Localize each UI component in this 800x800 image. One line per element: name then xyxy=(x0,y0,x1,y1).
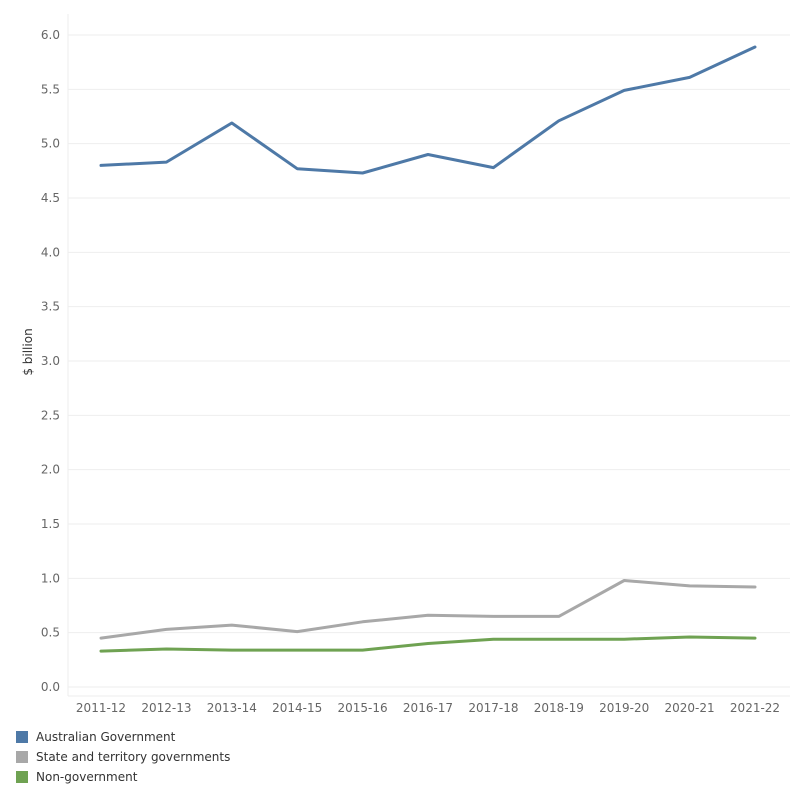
y-tick-label: 3.5 xyxy=(41,300,60,314)
y-tick-label: 0.0 xyxy=(41,680,60,694)
series-line-state-and-territory-governments[interactable] xyxy=(99,579,757,640)
legend-label: State and territory governments xyxy=(36,750,231,764)
x-tick-label: 2017-18 xyxy=(468,701,518,715)
line-chart: 0.00.51.01.52.02.53.03.54.04.55.05.56.0 … xyxy=(21,14,790,715)
y-tick-label: 0.5 xyxy=(41,626,60,640)
x-tick-label: 2014-15 xyxy=(272,701,322,715)
x-tick-label: 2012-13 xyxy=(141,701,191,715)
series-line-australian-government[interactable] xyxy=(99,45,757,175)
x-tick-label: 2018-19 xyxy=(534,701,584,715)
y-tick-label: 6.0 xyxy=(41,28,60,42)
y-tick-label: 5.5 xyxy=(41,82,60,96)
legend-label: Australian Government xyxy=(36,730,176,744)
legend: Australian Government State and territor… xyxy=(16,727,230,787)
y-tick-label: 3.0 xyxy=(41,354,60,368)
y-axis-title: $ billion xyxy=(21,328,35,375)
legend-label: Non-government xyxy=(36,770,138,784)
x-tick-label: 2013-14 xyxy=(207,701,257,715)
legend-swatch xyxy=(16,751,28,763)
legend-swatch xyxy=(16,731,28,743)
x-axis-ticks: 2011-12 2012-13 2013-14 2014-15 2015-16 2016-… xyxy=(76,701,780,715)
x-tick-label: 2020-21 xyxy=(665,701,715,715)
gridlines xyxy=(67,14,790,697)
y-tick-label: 1.0 xyxy=(41,571,60,585)
y-tick-label: 2.5 xyxy=(41,408,60,422)
legend-item-non-government[interactable]: Non-government xyxy=(16,767,230,787)
legend-item-australian-government[interactable]: Australian Government xyxy=(16,727,230,747)
series-lines xyxy=(99,45,757,653)
legend-swatch xyxy=(16,771,28,783)
y-tick-label: 5.0 xyxy=(41,137,60,151)
legend-item-state-and-territory-governments[interactable]: State and territory governments xyxy=(16,747,230,767)
y-tick-label: 2.0 xyxy=(41,463,60,477)
y-tick-label: 4.5 xyxy=(41,191,60,205)
x-tick-label: 2019-20 xyxy=(599,701,649,715)
x-tick-label: 2016-17 xyxy=(403,701,453,715)
y-axis-ticks: 0.0 0.5 1.0 1.5 2.0 2.5 3.0 3.5 4.0 4.5 5.0 5.5 6.0 xyxy=(41,28,60,694)
series-line-non-government[interactable] xyxy=(99,635,757,653)
x-tick-label: 2011-12 xyxy=(76,701,126,715)
y-tick-label: 4.0 xyxy=(41,245,60,259)
x-tick-label: 2021-22 xyxy=(730,701,780,715)
x-tick-label: 2015-16 xyxy=(338,701,388,715)
y-tick-label: 1.5 xyxy=(41,517,60,531)
